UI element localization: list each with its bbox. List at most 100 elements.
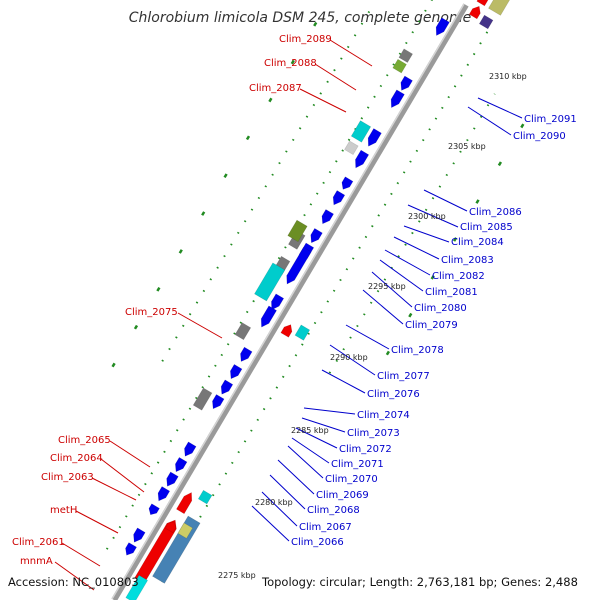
gene-label[interactable]: Clim_2082 [432,271,485,282]
gene-label[interactable]: Clim_2070 [325,474,378,485]
gene-feature-box [287,219,308,243]
gene-feature-arrow [164,521,177,534]
gene-feature-arrow [367,128,382,147]
gene-label[interactable]: Clim_2066 [291,537,344,548]
gene-label[interactable]: Clim_2091 [524,114,577,125]
leader-line [295,427,338,449]
leader-line [301,417,346,433]
gene-label[interactable]: Clim_2063 [41,472,94,483]
leader-line [371,271,413,308]
gene-feature-arrow [157,486,171,502]
gene-label[interactable]: Clim_2088 [264,58,317,69]
leader-line [261,491,298,527]
gene-feature-box [350,120,372,143]
gene-label[interactable]: Clim_2077 [377,371,430,382]
gene-feature-box [344,140,359,156]
gene-feature-box [254,262,286,302]
gene-label[interactable]: Clim_2061 [12,537,65,548]
gene-feature-arrow [220,379,234,395]
gene-label[interactable]: Clim_2069 [316,490,369,501]
leader-line [384,249,431,276]
gene-label[interactable]: Clim_2076 [367,389,420,400]
gene-label[interactable]: Clim_2071 [331,459,384,470]
leader-line [251,505,290,542]
leader-line [177,312,223,339]
gene-label[interactable]: Clim_2081 [425,287,478,298]
gene-feature-arrow [310,227,323,244]
gene-feature-arrow [260,305,277,328]
gene-label[interactable]: metH [50,505,77,516]
gene-label[interactable]: Clim_2085 [460,222,513,233]
gene-feature-arrow [468,5,481,20]
tick-label-2285: 2285 kbp [291,426,329,435]
map-title: Chlorobium limicola DSM 245, complete ge… [129,10,472,26]
gene-feature-arrow [166,471,179,487]
leader-line [269,474,306,510]
gene-feature-arrow [212,394,225,410]
gene-feature-box [488,0,519,16]
gene-feature-box [234,322,252,341]
leader-line [467,106,512,136]
topology-text: Topology: circular; Length: 2,763,181 bp… [261,575,578,589]
tick-mark-row [111,0,331,368]
leader-line [287,445,324,479]
gene-feature-arrow [175,456,188,473]
tick-label-2310: 2310 kbp [489,72,527,81]
tick-label-2305: 2305 kbp [448,142,486,151]
gene-label[interactable]: Clim_2075 [125,307,178,318]
gene-label[interactable]: Clim_2089 [279,34,332,45]
kbp-tick-labels: 2275 kbp 2280 kbp 2285 kbp 2290 kbp 2295… [218,72,527,580]
gene-feature-arrow [476,0,493,7]
gene-label[interactable]: Clim_2080 [414,303,467,314]
gene-features [125,0,519,600]
gene-label[interactable]: Clim_2090 [513,131,566,142]
leader-line [379,259,424,292]
gene-feature-box [478,14,494,30]
tick-label-2300: 2300 kbp [408,212,446,221]
label-leader-lines [54,39,523,591]
gene-label[interactable]: Clim_2065 [58,435,111,446]
forward-gene-labels: Clim_2089 Clim_2088 Clim_2087 Clim_2075 … [12,34,332,567]
leader-line [393,236,440,260]
leader-line [345,324,390,350]
leader-line [61,542,101,567]
gene-label[interactable]: Clim_2078 [391,345,444,356]
gene-feature-arrow [230,363,243,380]
gene-feature-arrow [133,527,146,543]
gene-feature-box [125,574,149,600]
gene-label[interactable]: Clim_2079 [405,320,458,331]
gene-feature-arrow [390,89,405,109]
leader-line [299,88,347,113]
leader-line [291,437,330,464]
gene-feature-arrow [341,176,354,190]
gene-label[interactable]: Clim_2083 [441,255,494,266]
accession-text: Accession: NC_010803 [8,575,139,589]
gene-feature-arrow [332,190,346,206]
leader-line [109,440,151,468]
gene-label[interactable]: Clim_2086 [469,207,522,218]
gene-feature-box [197,489,213,505]
leader-line [403,225,450,243]
genome-backbone [111,3,469,600]
gene-label[interactable]: Clim_2067 [299,522,352,533]
tick-label-2280: 2280 kbp [255,498,293,507]
gene-feature-box [177,522,194,539]
gene-label[interactable]: Clim_2087 [249,83,302,94]
leader-line [100,458,145,493]
gene-feature-arrow [184,441,197,457]
gene-label[interactable]: Clim_2074 [357,410,410,421]
gene-label[interactable]: mnmA [20,556,53,567]
leader-line [303,407,356,415]
gene-label[interactable]: Clim_2084 [451,237,504,248]
gene-feature-arrow [400,75,413,91]
gene-label[interactable]: Clim_2072 [339,444,392,455]
tick-label-2290: 2290 kbp [330,353,368,362]
gene-feature-arrow [240,346,253,362]
gene-label[interactable]: Clim_2064 [50,453,103,464]
gene-feature-arrow [280,324,293,338]
gene-label[interactable]: Clim_2073 [347,428,400,439]
gene-label[interactable]: Clim_2068 [307,505,360,516]
gene-feature-arrow [321,209,335,225]
gene-feature-arrow [435,17,450,36]
